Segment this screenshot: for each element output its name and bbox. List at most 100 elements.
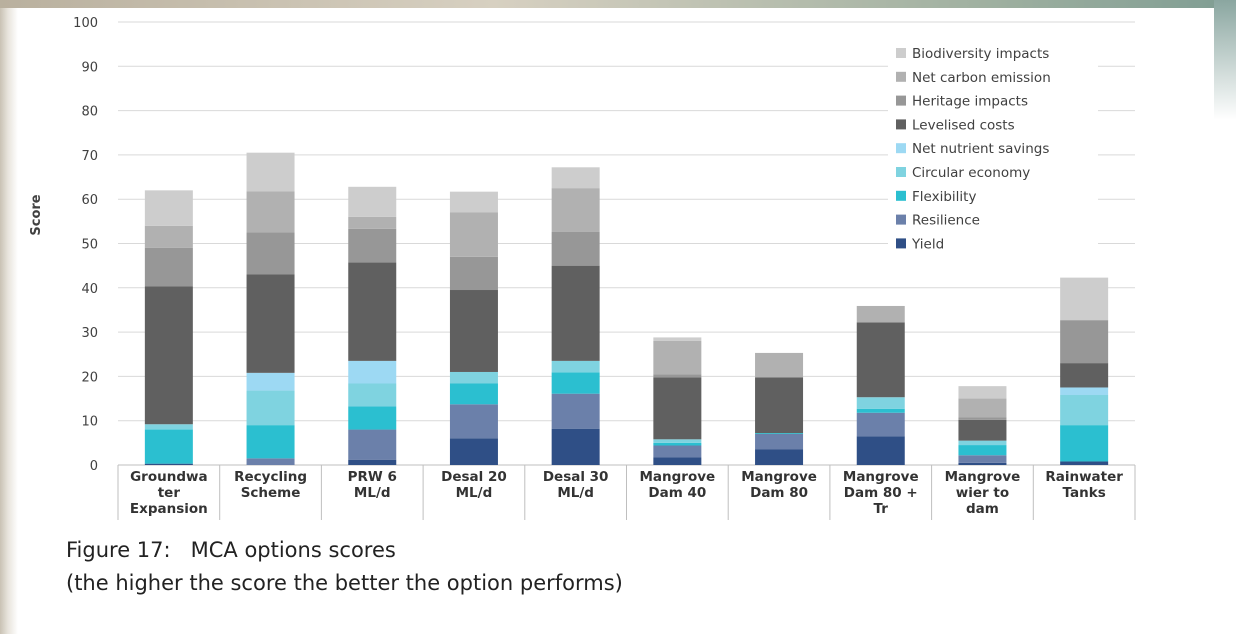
bar-segment bbox=[856, 412, 905, 437]
bar-segment bbox=[348, 360, 397, 384]
bar-segment bbox=[1060, 395, 1109, 426]
legend-swatch bbox=[896, 190, 906, 201]
bar-segment bbox=[856, 322, 905, 398]
caption: (the higher the score the better the opt… bbox=[66, 571, 623, 595]
y-tick-label: 10 bbox=[81, 415, 98, 430]
legend-swatch bbox=[896, 48, 906, 58]
bar-segment bbox=[246, 458, 295, 465]
x-tick-label: PRW 6 ML/d bbox=[347, 469, 397, 501]
bar-segment bbox=[348, 429, 397, 460]
bar-segment bbox=[1060, 320, 1109, 364]
y-tick-label: 80 bbox=[81, 105, 98, 120]
legend-swatch bbox=[896, 238, 906, 249]
bar-segment bbox=[856, 397, 905, 409]
bar-segment bbox=[755, 377, 804, 434]
bar-segment bbox=[144, 286, 193, 425]
legend-label: Resilience bbox=[912, 213, 980, 229]
y-tick-label: 60 bbox=[81, 193, 98, 208]
bar-segment bbox=[449, 404, 498, 439]
bar-segment bbox=[755, 352, 804, 378]
bar-segment bbox=[551, 428, 600, 465]
bar-segment bbox=[348, 262, 397, 361]
bar-segment bbox=[144, 429, 193, 464]
bar-segment bbox=[551, 265, 600, 361]
bar-segment bbox=[449, 290, 498, 372]
legend-label: Net nutrient savings bbox=[912, 141, 1049, 157]
x-tick-label: Mangrove Dam 80 bbox=[741, 469, 817, 501]
bar-segment bbox=[348, 186, 397, 217]
y-tick-label: 70 bbox=[81, 149, 98, 164]
bar-segment bbox=[1060, 277, 1109, 321]
x-tick-label: Mangrove Dam 40 bbox=[639, 469, 716, 501]
bar-segment bbox=[755, 433, 804, 450]
bar-segment bbox=[551, 393, 600, 429]
bar-segment bbox=[653, 337, 702, 341]
x-tick-label: Desal 30 ML/d bbox=[542, 469, 609, 501]
x-tick-label: Desal 20 ML/d bbox=[441, 469, 507, 501]
bar-segment bbox=[144, 225, 193, 248]
bar-segment bbox=[1060, 425, 1109, 462]
y-tick-label: 0 bbox=[90, 459, 98, 474]
bar-segment bbox=[348, 216, 397, 229]
x-tick-label: Mangrove Dam 80 + Tr bbox=[842, 469, 919, 517]
y-tick-label: 100 bbox=[73, 16, 98, 31]
legend-label: Yield bbox=[911, 236, 944, 252]
y-tick-label: 20 bbox=[81, 370, 98, 385]
legend-swatch bbox=[896, 143, 906, 154]
bar-segment bbox=[144, 190, 193, 226]
bar-segment bbox=[246, 372, 295, 391]
bar-segment bbox=[958, 440, 1007, 446]
legend-label: Biodiversity impacts bbox=[912, 46, 1049, 62]
bar-segment bbox=[246, 152, 295, 192]
x-tick-label: Rainwater Tanks bbox=[1045, 469, 1123, 501]
bar-segment bbox=[958, 417, 1007, 420]
legend-swatch bbox=[896, 71, 906, 82]
bar-segment bbox=[551, 372, 600, 394]
bar-segment bbox=[958, 455, 1007, 463]
bar-segment bbox=[958, 445, 1007, 456]
bar-segment bbox=[755, 449, 804, 465]
bar-segment bbox=[1060, 363, 1109, 388]
bar-segment bbox=[856, 305, 905, 323]
bar-segment bbox=[551, 188, 600, 232]
x-tick-label: Groundwa ter Expansion bbox=[129, 469, 208, 517]
bar-segment bbox=[958, 398, 1007, 418]
y-tick-label: 90 bbox=[81, 60, 98, 75]
bar-segment bbox=[958, 462, 1007, 465]
bar-segment bbox=[144, 424, 193, 430]
bar-segment bbox=[449, 383, 498, 405]
bar-segment bbox=[1060, 387, 1109, 396]
bar-segment bbox=[246, 232, 295, 275]
legend-swatch bbox=[896, 214, 906, 225]
y-tick-label: 50 bbox=[81, 238, 98, 253]
bar-segment bbox=[958, 419, 1007, 441]
bar-segment bbox=[653, 439, 702, 443]
bar-segment bbox=[449, 191, 498, 213]
legend-label: Net carbon emission bbox=[912, 70, 1051, 86]
legend-label: Circular economy bbox=[912, 165, 1030, 181]
bar-segment bbox=[551, 231, 600, 266]
y-tick-label: 30 bbox=[81, 326, 98, 341]
bar-segment bbox=[653, 340, 702, 375]
bar-segment bbox=[653, 442, 702, 446]
bar-segment bbox=[348, 406, 397, 430]
bar-segment bbox=[653, 377, 702, 440]
bar-segment bbox=[246, 274, 295, 373]
legend-label: Flexibility bbox=[912, 189, 976, 205]
bar-segment bbox=[246, 425, 295, 459]
x-tick-label: Mangrove wier to dam bbox=[944, 469, 1021, 517]
legend-label: Heritage impacts bbox=[912, 94, 1028, 110]
bar-segment bbox=[449, 256, 498, 291]
legend-swatch bbox=[896, 95, 906, 106]
bar-segment bbox=[144, 247, 193, 287]
bar-segment bbox=[958, 386, 1007, 399]
legend-swatch bbox=[896, 167, 906, 177]
y-axis-label: Score bbox=[29, 194, 44, 235]
bar-segment bbox=[653, 374, 702, 378]
bar-segment bbox=[856, 408, 905, 413]
caption: Figure 17: MCA options scores bbox=[66, 538, 396, 562]
bar-segment bbox=[653, 457, 702, 465]
bar-segment bbox=[755, 433, 804, 434]
